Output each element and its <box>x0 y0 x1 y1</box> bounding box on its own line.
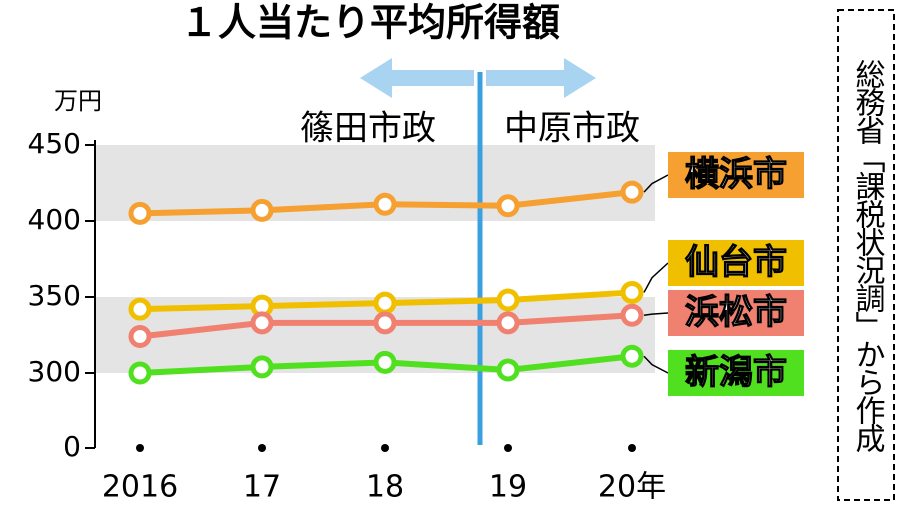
point <box>373 291 397 315</box>
x-dot <box>381 444 389 452</box>
x-tick-label: 2016 <box>102 470 178 505</box>
point <box>250 311 274 335</box>
source-box <box>837 9 895 501</box>
y-tick-label: 450 <box>28 127 81 160</box>
x-dot <box>136 444 144 452</box>
y-tick-label: 350 <box>28 279 81 312</box>
point <box>250 198 274 222</box>
legend-label: 仙台市 <box>685 243 787 283</box>
point <box>496 194 520 218</box>
leader <box>643 312 669 316</box>
point <box>496 311 520 335</box>
leader <box>643 174 669 193</box>
source: 総務省「課税状況調」から作成 <box>850 59 886 453</box>
point <box>373 311 397 335</box>
chart-title: １人当たり平均所得額 <box>180 1 560 45</box>
arrow-left <box>360 58 474 98</box>
annotation: 中原市政 <box>504 109 640 149</box>
legend-label: 新潟市 <box>685 353 787 393</box>
legend-box <box>668 290 804 336</box>
x-tick-label: 17 <box>243 470 281 505</box>
y-unit: 万円 <box>54 87 102 115</box>
x-tick-label: 18 <box>366 470 404 505</box>
legend-label: 横浜市 <box>685 155 787 195</box>
leader <box>643 355 669 374</box>
point <box>620 344 644 368</box>
point <box>373 192 397 216</box>
point <box>128 201 152 225</box>
y-tick-label: 400 <box>28 203 81 236</box>
x-dot <box>258 444 266 452</box>
point <box>128 325 152 349</box>
x-dot <box>504 444 512 452</box>
legend-box <box>668 350 804 396</box>
point <box>496 288 520 312</box>
point <box>373 350 397 374</box>
annotation: 篠田市政 <box>300 109 436 149</box>
point <box>128 361 152 385</box>
legend-box <box>668 152 804 198</box>
point <box>128 297 152 321</box>
legend-label: 浜松市 <box>685 293 787 333</box>
point <box>620 180 644 204</box>
arrow-right <box>486 58 596 98</box>
y-tick-label: 300 <box>28 355 81 388</box>
point <box>496 358 520 382</box>
legend-box <box>668 240 804 286</box>
x-tick-label: 19 <box>489 470 527 505</box>
x-tick-label: 20年 <box>598 470 666 505</box>
leader <box>643 262 669 293</box>
point <box>620 303 644 327</box>
point <box>620 280 644 304</box>
x-dot <box>628 444 636 452</box>
y-tick-label: 0 <box>63 430 81 463</box>
point <box>250 355 274 379</box>
